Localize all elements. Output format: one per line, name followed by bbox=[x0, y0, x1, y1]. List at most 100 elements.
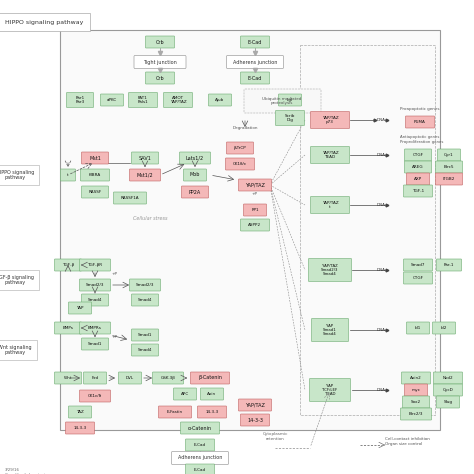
FancyBboxPatch shape bbox=[311, 319, 348, 341]
FancyBboxPatch shape bbox=[183, 169, 207, 181]
Text: Crb: Crb bbox=[155, 39, 164, 45]
FancyBboxPatch shape bbox=[128, 92, 157, 108]
Text: YAP
Smad1
Smad4: YAP Smad1 Smad4 bbox=[323, 324, 337, 336]
Text: Cyr1: Cyr1 bbox=[444, 153, 454, 157]
FancyBboxPatch shape bbox=[146, 36, 174, 48]
Text: Ubiquitin mediated
proteolysis: Ubiquitin mediated proteolysis bbox=[262, 97, 301, 105]
Text: Par1
Par3: Par1 Par3 bbox=[75, 96, 85, 104]
Text: Fzd: Fzd bbox=[91, 376, 99, 380]
Text: PAT1
Pals1: PAT1 Pals1 bbox=[137, 96, 148, 104]
Text: AMOT
YAP/TAZ: AMOT YAP/TAZ bbox=[170, 96, 186, 104]
Text: APC: APC bbox=[181, 392, 189, 396]
FancyBboxPatch shape bbox=[240, 219, 270, 231]
FancyBboxPatch shape bbox=[275, 110, 304, 126]
Text: Cellular stress: Cellular stress bbox=[133, 216, 167, 220]
FancyBboxPatch shape bbox=[238, 399, 272, 411]
Text: GSK-3β: GSK-3β bbox=[161, 376, 175, 380]
FancyBboxPatch shape bbox=[129, 279, 161, 291]
Text: SAV1: SAV1 bbox=[138, 155, 151, 161]
FancyBboxPatch shape bbox=[227, 142, 254, 154]
Text: Adherens junction: Adherens junction bbox=[178, 456, 222, 461]
FancyBboxPatch shape bbox=[61, 169, 75, 181]
FancyBboxPatch shape bbox=[436, 173, 463, 185]
Text: AXP: AXP bbox=[414, 177, 422, 181]
FancyBboxPatch shape bbox=[401, 372, 430, 384]
FancyBboxPatch shape bbox=[405, 116, 435, 128]
FancyBboxPatch shape bbox=[437, 396, 459, 408]
FancyBboxPatch shape bbox=[113, 192, 146, 204]
Text: DNA: DNA bbox=[377, 118, 386, 122]
FancyBboxPatch shape bbox=[434, 384, 463, 396]
Text: Axin2: Axin2 bbox=[410, 376, 422, 380]
FancyBboxPatch shape bbox=[80, 390, 110, 402]
Text: t: t bbox=[67, 173, 69, 177]
FancyBboxPatch shape bbox=[198, 406, 227, 418]
Text: TGF-βR: TGF-βR bbox=[87, 263, 102, 267]
Text: Wnt signaling
pathway: Wnt signaling pathway bbox=[0, 345, 32, 356]
Text: Smad4: Smad4 bbox=[138, 348, 152, 352]
Text: Adherens junction: Adherens junction bbox=[233, 60, 277, 64]
FancyBboxPatch shape bbox=[404, 149, 431, 161]
Bar bbox=[60, 30, 440, 430]
FancyBboxPatch shape bbox=[403, 259, 432, 271]
Text: Crb: Crb bbox=[155, 75, 164, 81]
Text: Wnt: Wnt bbox=[64, 376, 72, 380]
FancyBboxPatch shape bbox=[131, 294, 158, 306]
Text: RASSF1A: RASSF1A bbox=[121, 196, 139, 200]
FancyBboxPatch shape bbox=[407, 173, 429, 185]
Text: Smad7: Smad7 bbox=[411, 263, 425, 267]
Text: E-Cad: E-Cad bbox=[194, 468, 206, 472]
FancyBboxPatch shape bbox=[158, 406, 191, 418]
Text: YAP
TCF/LEF
TEAD: YAP TCF/LEF TEAD bbox=[322, 383, 337, 396]
FancyBboxPatch shape bbox=[310, 379, 350, 401]
FancyBboxPatch shape bbox=[55, 372, 82, 384]
Text: 14-3-3: 14-3-3 bbox=[205, 410, 219, 414]
Text: AREG: AREG bbox=[412, 165, 424, 169]
FancyBboxPatch shape bbox=[244, 89, 321, 113]
FancyBboxPatch shape bbox=[209, 94, 231, 106]
Text: Mob: Mob bbox=[190, 173, 200, 177]
FancyBboxPatch shape bbox=[244, 204, 266, 216]
FancyBboxPatch shape bbox=[100, 94, 124, 106]
Text: KIBRA: KIBRA bbox=[89, 173, 101, 177]
FancyBboxPatch shape bbox=[402, 396, 429, 408]
FancyBboxPatch shape bbox=[185, 464, 215, 474]
FancyBboxPatch shape bbox=[182, 186, 209, 198]
Text: TAZ: TAZ bbox=[76, 410, 84, 414]
FancyBboxPatch shape bbox=[55, 259, 82, 271]
FancyBboxPatch shape bbox=[164, 92, 192, 108]
Text: PP2A: PP2A bbox=[189, 190, 201, 194]
FancyBboxPatch shape bbox=[80, 259, 110, 271]
Text: Smad1: Smad1 bbox=[88, 342, 102, 346]
FancyBboxPatch shape bbox=[82, 186, 109, 198]
FancyBboxPatch shape bbox=[82, 294, 109, 306]
Text: Nkd2: Nkd2 bbox=[443, 376, 453, 380]
Text: Smad1: Smad1 bbox=[138, 333, 152, 337]
Text: Lgl: Lgl bbox=[287, 98, 293, 102]
Text: +P: +P bbox=[112, 272, 118, 276]
Text: TGF-β: TGF-β bbox=[62, 263, 74, 267]
Text: myc: myc bbox=[411, 388, 420, 392]
Text: HIPPO signaling pathway: HIPPO signaling pathway bbox=[5, 19, 83, 25]
FancyBboxPatch shape bbox=[404, 161, 431, 173]
FancyBboxPatch shape bbox=[310, 197, 349, 213]
FancyBboxPatch shape bbox=[82, 152, 109, 164]
FancyBboxPatch shape bbox=[131, 329, 158, 341]
Text: YAP/TAZ
Smad2/3
Smad4: YAP/TAZ Smad2/3 Smad4 bbox=[321, 264, 339, 276]
FancyBboxPatch shape bbox=[240, 72, 270, 84]
Text: Mst1/2: Mst1/2 bbox=[137, 173, 153, 177]
FancyBboxPatch shape bbox=[238, 179, 272, 191]
Text: DNA: DNA bbox=[377, 268, 386, 272]
Text: YAP: YAP bbox=[76, 306, 84, 310]
FancyBboxPatch shape bbox=[181, 422, 219, 434]
FancyBboxPatch shape bbox=[69, 302, 91, 314]
Text: DVL: DVL bbox=[126, 376, 134, 380]
FancyBboxPatch shape bbox=[436, 161, 463, 173]
FancyBboxPatch shape bbox=[310, 146, 349, 164]
FancyBboxPatch shape bbox=[82, 338, 109, 350]
FancyBboxPatch shape bbox=[129, 169, 161, 181]
Text: HIPPO signaling
pathway: HIPPO signaling pathway bbox=[0, 170, 34, 181]
FancyBboxPatch shape bbox=[172, 452, 228, 465]
Text: ITGB2: ITGB2 bbox=[443, 177, 455, 181]
Text: E-Cad: E-Cad bbox=[248, 75, 262, 81]
